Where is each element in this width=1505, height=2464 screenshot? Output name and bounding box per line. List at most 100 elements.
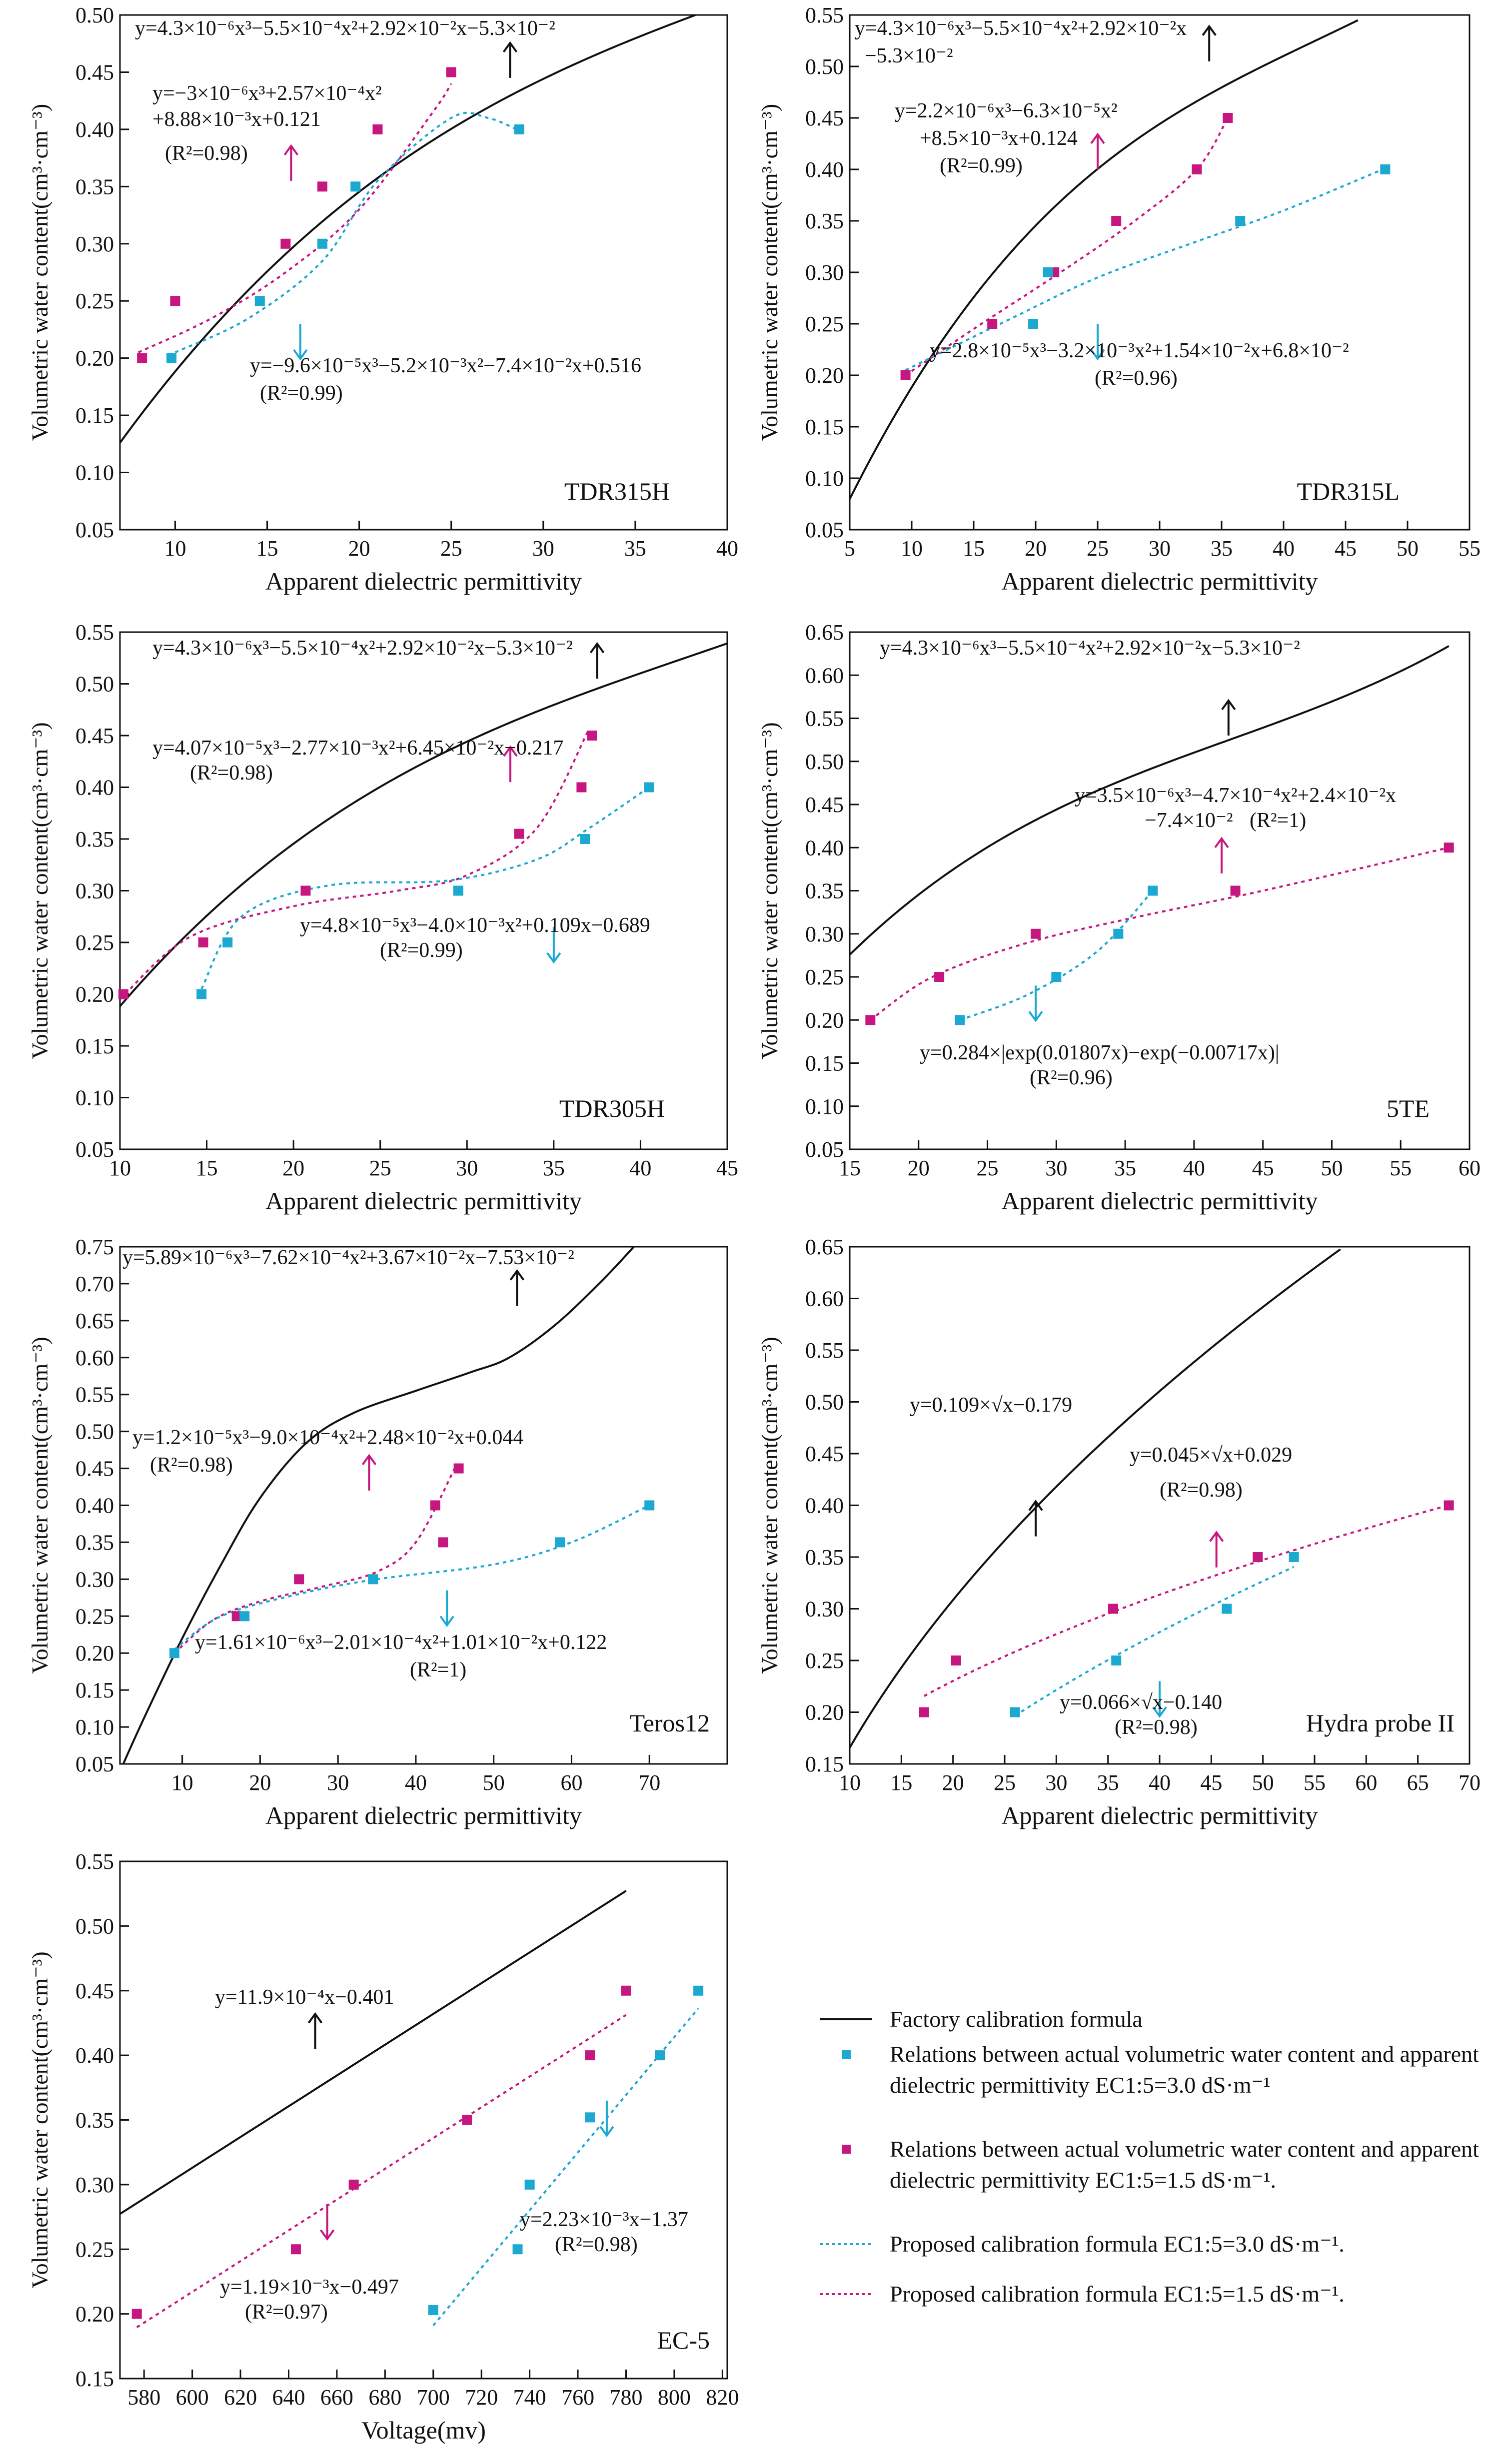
equation-annotation: (R²=0.99)	[260, 382, 343, 405]
y-tick-label: 0.25	[75, 930, 114, 955]
arrow-head-icon	[503, 745, 518, 757]
y-tick-label: 0.35	[805, 209, 844, 233]
factory-calibration-curve	[120, 642, 727, 1007]
y-tick-label: 0.15	[75, 2367, 114, 2391]
x-tick-label: 10	[164, 536, 186, 561]
arrow-head-icon	[599, 2126, 614, 2138]
x-tick-label: 25	[977, 1156, 999, 1180]
x-tick-label: 40	[1273, 536, 1295, 561]
ec15-calibration-fit	[870, 846, 1450, 1021]
ec30-calibration-fit	[173, 1504, 650, 1650]
y-axis-label: Volumetric water content(cm³·cm⁻³)	[27, 1951, 52, 2288]
arrow-head-icon	[590, 642, 605, 654]
y-tick-label: 0.40	[75, 776, 114, 800]
equation-annotation: (R²=1)	[410, 1658, 466, 1681]
x-tick-label: 10	[839, 1770, 861, 1795]
ec15-data-point	[514, 828, 524, 839]
x-tick-label: 20	[249, 1770, 271, 1795]
arrow-head-icon	[1221, 699, 1236, 711]
arrow-head-icon	[502, 41, 518, 53]
ec15-data-point	[430, 1500, 440, 1511]
panel-title: EC-5	[657, 2326, 710, 2354]
equation-annotation: y=2.23×10⁻³x−1.37	[520, 2208, 688, 2231]
arrow-head-icon	[1152, 1706, 1167, 1718]
equation-annotation: y=1.61×10⁻⁶x³−2.01×10⁻⁴x²+1.01×10⁻²x+0.1…	[195, 1631, 607, 1654]
equation-annotation: y=0.066×√x−0.140	[1060, 1691, 1222, 1714]
x-tick-label: 30	[327, 1770, 349, 1795]
ec30-data-point	[1148, 885, 1158, 896]
ec30-data-point	[317, 238, 327, 249]
y-tick-label: 0.40	[805, 1494, 844, 1518]
x-tick-label: 55	[1304, 1770, 1326, 1795]
ec30-data-point	[655, 2050, 665, 2061]
x-tick-label: 65	[1407, 1770, 1429, 1795]
y-tick-label: 0.25	[805, 965, 844, 989]
y-tick-label: 0.10	[805, 1094, 844, 1119]
y-tick-label: 0.50	[805, 54, 844, 79]
y-tick-label: 0.30	[75, 232, 114, 256]
chart-teros12: 0.05 0.10 0.15 0.20 0.25 0.30 0.35 0.40 0.45 0.50…	[27, 1235, 728, 1829]
equation-annotation: (R²=1)	[1250, 809, 1306, 832]
legend-ec30-formula-label: Proposed calibration formula EC1:5=3.0 d…	[890, 2231, 1345, 2257]
equation-annotation: y=3.5×10⁻⁶x³−4.7×10⁻⁴x²+2.4×10⁻²x	[1075, 784, 1396, 807]
ec30-data-point	[955, 1015, 965, 1025]
y-tick-label: 0.35	[75, 174, 114, 199]
y-tick-label: 0.10	[805, 466, 844, 491]
plot-frame	[119, 1246, 728, 1765]
x-tick-label: 15	[963, 536, 985, 561]
plot-area	[850, 19, 1384, 500]
x-tick-label: 20	[942, 1770, 964, 1795]
y-tick-label: 0.20	[75, 982, 114, 1007]
legend-factory-line	[820, 2018, 872, 2020]
x-tick-label: 30	[1045, 1156, 1067, 1180]
ec15-data-point	[280, 238, 291, 249]
arrow-head-icon	[439, 1616, 454, 1627]
y-tick-label: 0.55	[805, 1338, 844, 1363]
equation-annotation: y=4.8×10⁻⁵x³−4.0×10⁻³x²+0.109x−0.689	[300, 914, 650, 937]
legend-ec15-dotted-line	[820, 2293, 872, 2295]
x-tick-label: 780	[610, 2385, 643, 2410]
y-tick-label: 0.15	[75, 403, 114, 428]
chart-ec5: 0.15 0.20 0.25 0.30 0.35 0.40 0.45 0.50 0.55 580 6…	[27, 1849, 739, 2444]
y-tick-label: 0.15	[75, 1034, 114, 1058]
equation-annotation: y=0.109×√x−0.179	[910, 1394, 1072, 1417]
plot-frame	[119, 631, 728, 1150]
ec15-data-point	[987, 319, 998, 329]
ec15-data-point	[198, 937, 208, 947]
ec30-calibration-fit	[200, 786, 650, 990]
x-tick-label: 45	[1200, 1770, 1222, 1795]
ec30-data-point	[428, 2305, 438, 2315]
equation-annotation: +8.88×10⁻³x+0.121	[152, 108, 321, 131]
x-axis-label: Apparent dielectric permittivity	[1001, 1801, 1318, 1829]
ec30-data-point	[644, 782, 654, 793]
x-tick-label: 10	[901, 536, 923, 561]
ec15-calibration-fit	[923, 1504, 1450, 1697]
ec30-data-point	[693, 1985, 704, 1996]
x-tick-label: 680	[368, 2385, 401, 2410]
y-tick-label: 0.15	[75, 1678, 114, 1702]
ec15-data-point	[372, 124, 383, 134]
ec30-data-point	[254, 296, 265, 306]
x-tick-label: 50	[483, 1770, 505, 1795]
equation-annotation: (R²=0.96)	[1095, 367, 1178, 390]
y-tick-label: 0.35	[75, 827, 114, 851]
equation-annotation: +8.5×10⁻³x+0.124	[920, 127, 1078, 150]
y-tick-label: 0.20	[75, 1641, 114, 1665]
x-tick-label: 25	[994, 1770, 1016, 1795]
ec15-calibration-fit	[173, 1468, 456, 1654]
ec15-data-point	[1111, 216, 1122, 226]
legend-ec15-formula-label: Proposed calibration formula EC1:5=1.5 d…	[890, 2281, 1345, 2307]
y-tick-label: 0.05	[805, 1137, 844, 1162]
x-tick-label: 660	[320, 2385, 353, 2410]
ec30-calibration-fit	[905, 168, 1384, 371]
equation-annotation: (R²=0.98)	[1160, 1479, 1243, 1502]
arrow-head-icon	[1090, 132, 1105, 144]
factory-calibration-curve	[850, 19, 1359, 500]
x-tick-label: 15	[256, 536, 278, 561]
x-tick-label: 740	[513, 2385, 546, 2410]
y-axis-label: Volumetric water content(cm³·cm⁻³)	[757, 722, 782, 1059]
x-tick-label: 20	[908, 1156, 930, 1180]
chart-tdr315h: 0.05 0.10 0.15 0.20 0.25 0.30 0.35 0.40 0.45 0.50…	[27, 3, 738, 595]
x-tick-label: 55	[1390, 1156, 1412, 1180]
ec30-data-point	[512, 2244, 523, 2255]
